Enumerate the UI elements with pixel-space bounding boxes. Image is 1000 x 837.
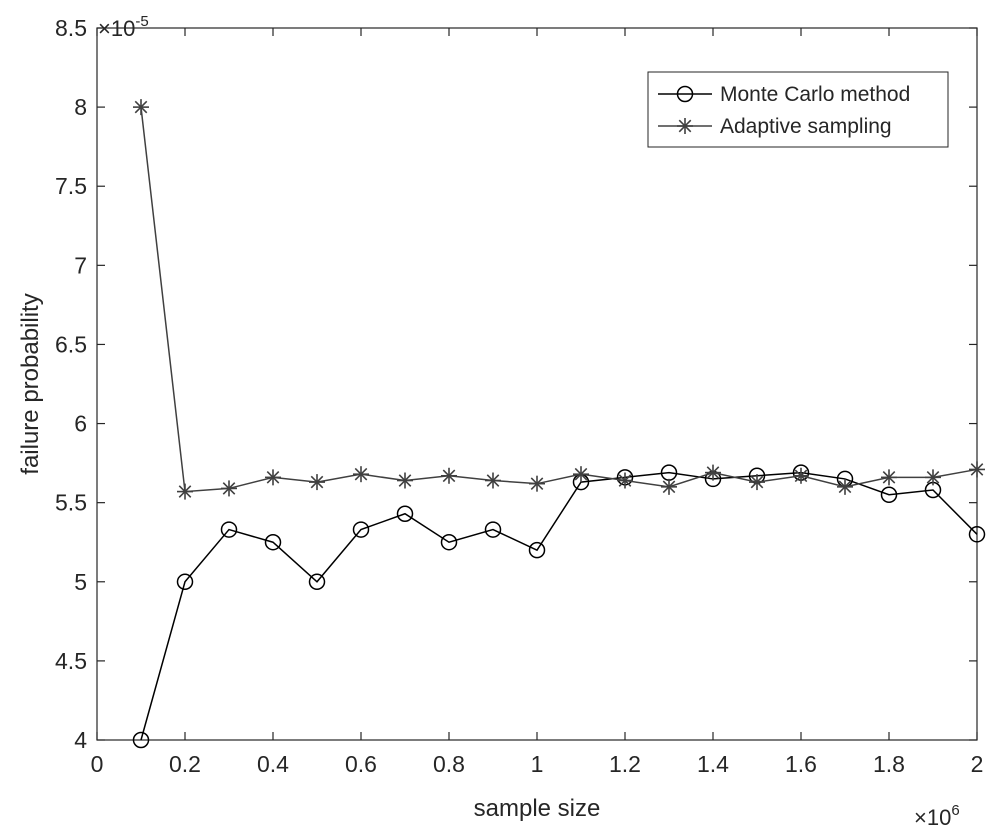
y-tick-label: 8: [74, 94, 87, 120]
star-stroke: [618, 474, 632, 487]
data-point-monte-carlo-method: [968, 526, 986, 543]
star-stroke: [398, 474, 412, 487]
data-point-adaptive-sampling: [881, 469, 897, 486]
x-tick-label: 2: [971, 751, 984, 777]
data-point-adaptive-sampling: [353, 466, 369, 483]
data-point-adaptive-sampling: [617, 472, 633, 489]
x-tick-label: 0.8: [433, 751, 465, 777]
star-stroke: [354, 467, 368, 481]
data-point-adaptive-sampling: [441, 467, 457, 484]
legend-marker-monte-carlo: [676, 85, 694, 103]
data-point-adaptive-sampling: [221, 480, 237, 497]
star-stroke: [662, 480, 676, 494]
star-stroke: [838, 480, 852, 494]
x-tick-label: 1.4: [697, 751, 729, 777]
legend-label-adaptive: Adaptive sampling: [720, 115, 892, 138]
x-tick-label: 0: [91, 751, 104, 777]
data-point-adaptive-sampling: [749, 474, 765, 491]
star-stroke: [678, 119, 692, 133]
data-point-monte-carlo-method: [308, 573, 326, 591]
data-point-adaptive-sampling: [661, 478, 677, 495]
legend: Monte Carlo method Adaptive sampling: [647, 71, 949, 148]
legend-label-monte-carlo: Monte Carlo method: [720, 83, 910, 106]
data-point-adaptive-sampling: [969, 461, 985, 478]
data-point-adaptive-sampling: [177, 483, 193, 500]
star-stroke: [574, 467, 588, 481]
x-axis-ticks: 0 0.2 0.4 0.6 0.8 1 1.2 1.4 1.6 1.8 2: [91, 28, 984, 777]
data-point-adaptive-sampling: [529, 475, 545, 492]
star-stroke: [310, 475, 324, 489]
data-point-monte-carlo-method: [880, 486, 898, 504]
y-tick-label: 4: [74, 727, 87, 753]
y-tick-label: 7: [74, 252, 87, 278]
star-stroke: [750, 475, 764, 489]
data-point-monte-carlo-method: [220, 521, 238, 538]
x-axis-label: sample size: [474, 795, 601, 822]
data-point-monte-carlo-method: [132, 731, 150, 749]
y-tick-label: 5: [74, 569, 87, 595]
y-tick-label: 4.5: [55, 648, 87, 674]
star-stroke: [970, 463, 984, 476]
legend-box: [647, 71, 949, 148]
x-tick-label: 1.8: [873, 751, 905, 777]
data-point-monte-carlo-method: [396, 505, 414, 522]
star-stroke: [794, 469, 808, 483]
star-stroke: [706, 466, 720, 479]
x-tick-label: 0.6: [345, 751, 377, 777]
data-point-adaptive-sampling: [837, 478, 853, 495]
y-tick-label: 7.5: [55, 173, 87, 199]
x-multiplier-label: ×106: [914, 802, 960, 830]
y-tick-label: 6.5: [55, 331, 87, 357]
data-point-monte-carlo-method: [528, 541, 546, 559]
data-point-monte-carlo-method: [484, 521, 502, 538]
data-point-monte-carlo-method: [440, 533, 458, 551]
y-tick-label: 5.5: [55, 490, 87, 516]
star-stroke: [530, 477, 544, 491]
star-stroke: [266, 471, 280, 484]
y-axis-ticks: 4 4.5 5 5.5 6 6.5 7 7.5 8 8.5: [55, 15, 977, 753]
x-tick-label: 1: [531, 751, 544, 777]
data-point-adaptive-sampling: [705, 464, 721, 481]
data-point-adaptive-sampling: [793, 467, 809, 484]
y-tick-label: 8.5: [55, 15, 87, 41]
y-tick-label: 6: [74, 411, 87, 437]
series-layer: [132, 99, 986, 749]
star-stroke: [486, 474, 500, 487]
y-axis-label: failure probability: [17, 293, 44, 474]
data-point-monte-carlo-method: [264, 533, 282, 551]
data-point-monte-carlo-method: [176, 573, 194, 591]
data-point-adaptive-sampling: [133, 99, 149, 116]
x-tick-label: 1.6: [785, 751, 817, 777]
data-point-adaptive-sampling: [309, 474, 325, 491]
star-stroke: [442, 469, 456, 483]
legend-star-glyph: [677, 118, 693, 134]
star-stroke: [926, 471, 940, 484]
data-point-adaptive-sampling: [573, 466, 589, 483]
data-point-adaptive-sampling: [397, 472, 413, 489]
data-point-adaptive-sampling: [925, 469, 941, 486]
legend-marker-adaptive: [677, 118, 693, 134]
star-stroke: [882, 471, 896, 484]
data-point-adaptive-sampling: [485, 472, 501, 489]
x-tick-label: 1.2: [609, 751, 641, 777]
star-stroke: [222, 482, 236, 495]
x-tick-label: 0.4: [257, 751, 289, 777]
x-tick-label: 0.2: [169, 751, 201, 777]
star-stroke: [178, 485, 192, 498]
star-stroke: [134, 100, 148, 114]
data-point-monte-carlo-method: [352, 521, 370, 538]
data-point-adaptive-sampling: [265, 469, 281, 486]
